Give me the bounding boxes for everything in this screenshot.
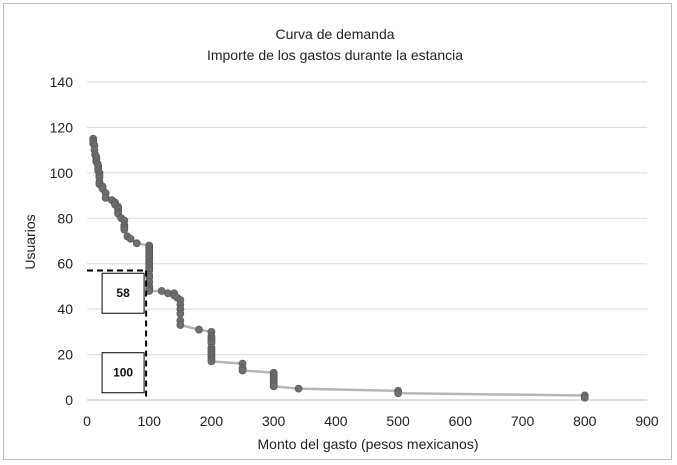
data-point (132, 239, 141, 248)
data-point (238, 366, 247, 375)
data-point (120, 225, 129, 234)
x-tick-label: 200 (200, 413, 224, 429)
x-tick-label: 800 (573, 413, 597, 429)
annotation-box-border (101, 352, 145, 394)
data-point (269, 382, 278, 391)
y-tick-label: 80 (57, 210, 73, 226)
y-tick-label: 20 (57, 347, 73, 363)
data-point (207, 357, 216, 366)
annotation-label: 100 (113, 366, 133, 380)
chart-frame: Curva de demanda Importe de los gastos d… (3, 3, 672, 460)
data-point (580, 393, 589, 402)
reference-lines (87, 269, 148, 400)
x-tick-label: 0 (83, 413, 91, 429)
x-tick-label: 600 (449, 413, 473, 429)
chart-title: Curva de demanda (275, 26, 394, 42)
series-demand (89, 134, 589, 402)
demand-curve-chart: Curva de demanda Importe de los gastos d… (22, 26, 659, 452)
x-axis-ticks: 0 100 200 300 400 500 600 700 800 900 (83, 413, 659, 429)
data-point (176, 309, 185, 318)
data-point (195, 325, 203, 334)
y-tick-label: 140 (50, 74, 74, 90)
x-tick-label: 100 (138, 413, 162, 429)
y-axis-label: Usuarios (22, 214, 38, 269)
y-axis-ticks: 0 20 40 60 80 100 120 140 (50, 74, 74, 408)
y-tick-label: 100 (50, 165, 74, 181)
y-tick-label: 120 (50, 119, 74, 135)
annotation-box: 100 (101, 352, 145, 394)
x-tick-label: 900 (635, 413, 659, 429)
annotations: 58 100 (101, 272, 145, 394)
data-point (126, 234, 135, 243)
data-point (176, 321, 185, 329)
x-tick-label: 300 (262, 413, 286, 429)
x-tick-label: 400 (324, 413, 348, 429)
y-tick-label: 0 (65, 392, 73, 408)
annotation-label: 58 (116, 286, 130, 300)
chart-subtitle: Importe de los gastos durante la estanci… (207, 47, 463, 63)
gridlines (87, 81, 647, 356)
annotation-box: 58 (101, 272, 145, 314)
y-tick-label: 60 (57, 256, 73, 272)
y-tick-label: 40 (57, 301, 73, 317)
x-axis-label: Monto del gasto (pesos mexicanos) (258, 436, 479, 452)
data-point (394, 389, 403, 398)
annotation-box-border (101, 272, 145, 314)
x-tick-label: 700 (511, 413, 535, 429)
data-point (294, 384, 303, 393)
series-line (91, 138, 587, 398)
x-tick-label: 500 (386, 413, 410, 429)
